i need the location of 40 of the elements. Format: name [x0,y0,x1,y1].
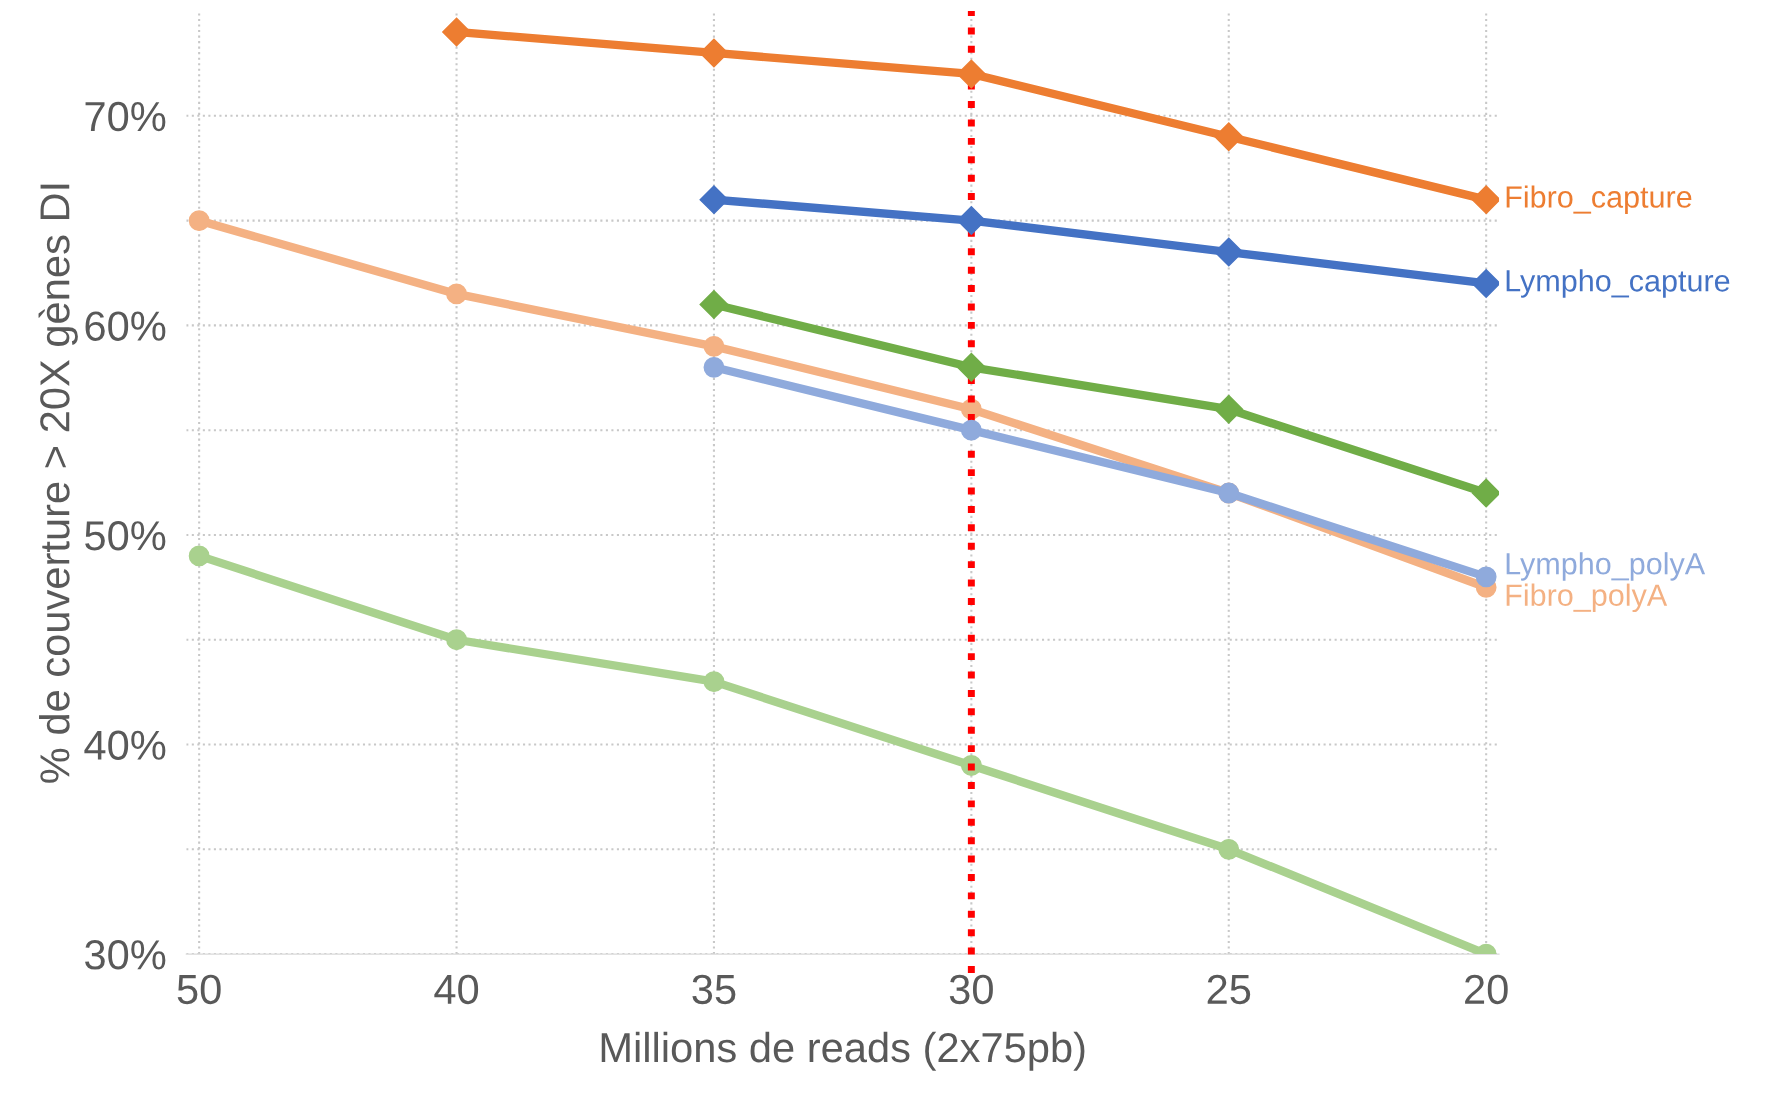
point [1471,478,1500,508]
point [699,289,729,319]
point [699,38,729,68]
point [1214,394,1244,424]
y-axis-title: % de couverture > 20X gènes DI [38,184,78,783]
series-label: Lympho_polyA [1506,552,1706,581]
y-tick-label: 50% [85,520,166,551]
point [956,206,986,236]
series-label: Fibro_capture [1506,185,1692,214]
point [1214,122,1244,152]
series-label: Fibro_polyA [1506,583,1668,613]
point [703,671,725,693]
point [703,335,725,357]
point [188,545,210,567]
x-tick-label: 30 [949,974,993,1005]
point [956,352,986,382]
point [1475,566,1497,588]
point [956,59,986,89]
x-tick-label: 40 [434,974,479,1005]
x-tick-label: 35 [692,974,736,1005]
y-tick-label: 70% [85,101,166,132]
point [442,17,471,47]
point [703,356,725,378]
series-label: Lympho_capture [1506,269,1730,298]
point [1218,838,1240,860]
x-axis-title: Millions de reads (2x75pb) [601,1031,1085,1071]
point [699,185,729,215]
y-tick-label: 30% [85,940,166,970]
point [446,283,467,305]
x-tick-label: 25 [1207,974,1251,1005]
point [960,419,982,441]
y-tick-label: 40% [84,730,166,761]
point [1214,237,1244,267]
point [1471,185,1500,215]
y-tick-label: 60% [85,311,166,341]
point [1471,269,1500,298]
x-tick-label: 20 [1465,974,1508,1005]
point [446,629,467,651]
point [188,210,210,232]
x-tick-label: 50 [177,974,221,1005]
